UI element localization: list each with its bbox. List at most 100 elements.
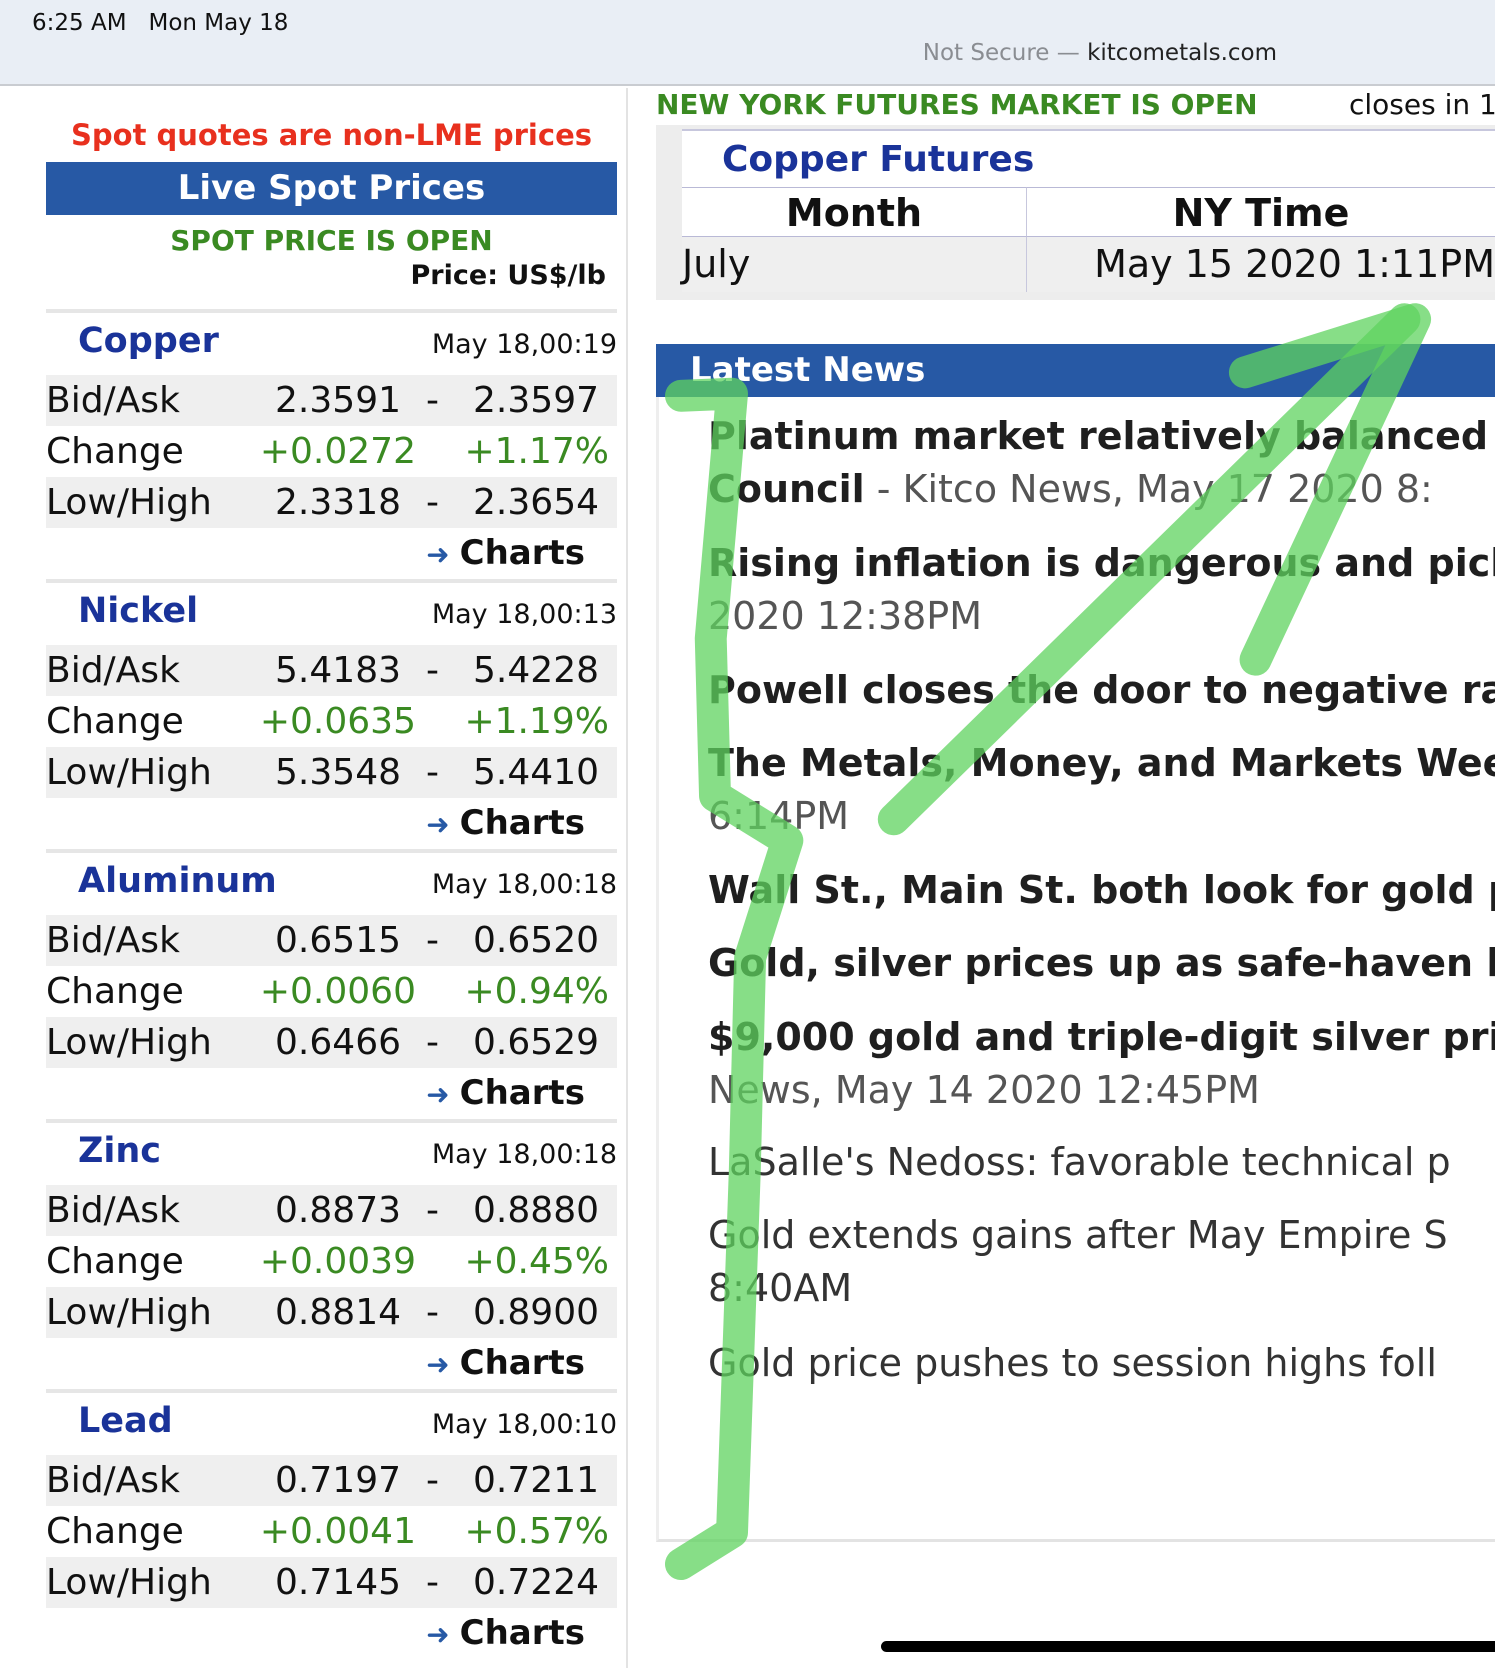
price-unit: Price: US$/lb: [410, 260, 606, 291]
charts-link[interactable]: ➜ Charts: [426, 1613, 585, 1653]
address-bar[interactable]: Not Secure — kitcometals.com: [923, 40, 1277, 66]
news-item[interactable]: The Metals, Money, and Markets Wee 6:14PM: [708, 737, 1495, 843]
separator: -: [426, 1022, 439, 1063]
futures-table: Copper Futures Month NY Time July May 15…: [682, 129, 1495, 292]
separator: -: [426, 1562, 439, 1603]
metal-name[interactable]: Lead: [78, 1401, 173, 1441]
charts-link[interactable]: ➜ Charts: [426, 803, 585, 843]
latest-news-header: Latest News: [656, 344, 1495, 397]
low-value: 5.3548: [275, 752, 401, 793]
news-item[interactable]: Gold extends gains after May Empire S 8:4…: [708, 1209, 1495, 1315]
metal-name[interactable]: Zinc: [78, 1131, 162, 1171]
high-value: 5.4410: [473, 752, 599, 793]
news-title: $9,000 gold and triple-digit silver pri: [708, 1015, 1495, 1059]
news-source: 8:40AM: [708, 1266, 853, 1310]
low-high-row: Low/High 2.3318-2.3654: [46, 477, 617, 528]
col-ny-time: NY Time: [1026, 187, 1495, 237]
row-label: Change: [46, 431, 184, 472]
news-source: 6:14PM: [708, 794, 850, 838]
metal-timestamp: May 18,00:19: [431, 329, 617, 360]
news-item[interactable]: $9,000 gold and triple-digit silver pri N…: [708, 1011, 1495, 1117]
bid-ask-row: Bid/Ask 0.8873-0.8880: [46, 1185, 617, 1236]
charts-link[interactable]: ➜ Charts: [426, 1073, 585, 1113]
news-item[interactable]: Gold, silver prices up as safe-haven b: [708, 937, 1495, 990]
futures-title[interactable]: Copper Futures: [722, 139, 1035, 180]
charts-link[interactable]: ➜ Charts: [426, 1343, 585, 1383]
news-item[interactable]: Wall St., Main St. both look for gold p: [708, 864, 1495, 917]
news-title: Platinum market relatively balanced: [708, 414, 1489, 458]
change-value: +0.0041: [259, 1511, 416, 1552]
row-label: Change: [46, 701, 184, 742]
date: Mon May 18: [148, 10, 289, 36]
row-label: Low/High: [46, 482, 212, 523]
change-value: +0.0060: [259, 971, 416, 1012]
lme-notice: Spot quotes are non-LME prices: [71, 118, 592, 152]
news-title: Rising inflation is dangerous and pick: [708, 541, 1495, 585]
metal-block-copper: Copper May 18,00:19 Bid/Ask 2.3591-2.3597…: [46, 309, 617, 579]
metal-block-aluminum: Aluminum May 18,00:18 Bid/Ask 0.6515-0.65…: [46, 849, 617, 1119]
row-label: Bid/Ask: [46, 1460, 180, 1501]
row-label: Change: [46, 971, 184, 1012]
bid-value: 2.3591: [275, 380, 401, 421]
news-title: The Metals, Money, and Markets Wee: [708, 741, 1495, 785]
low-high-row: Low/High 0.7145-0.7224: [46, 1557, 617, 1608]
low-value: 2.3318: [275, 482, 401, 523]
metal-block-lead: Lead May 18,00:10 Bid/Ask 0.7197-0.7211 C…: [46, 1389, 617, 1659]
row-label: Low/High: [46, 1022, 212, 1063]
low-high-row: Low/High 0.6466-0.6529: [46, 1017, 617, 1068]
low-value: 0.6466: [275, 1022, 401, 1063]
separator: -: [426, 752, 439, 793]
bid-ask-row: Bid/Ask 0.7197-0.7211: [46, 1455, 617, 1506]
change-row: Change +0.0060 +0.94%: [46, 966, 617, 1017]
high-value: 2.3654: [473, 482, 599, 523]
spot-status: SPOT PRICE IS OPEN: [170, 224, 493, 257]
spot-prices-panel: Spot quotes are non-LME prices Live Spot…: [0, 88, 628, 1668]
change-row: Change +0.0041 +0.57%: [46, 1506, 617, 1557]
change-value: +0.0272: [259, 431, 416, 472]
change-percent: +1.19%: [464, 701, 609, 742]
low-value: 0.7145: [275, 1562, 401, 1603]
copper-futures-box: Copper Futures Month NY Time July May 15…: [656, 125, 1495, 300]
high-value: 0.8900: [473, 1292, 599, 1333]
metal-name[interactable]: Nickel: [78, 591, 199, 631]
ask-value: 0.7211: [473, 1460, 599, 1501]
news-item[interactable]: Platinum market relatively balanced Counc…: [708, 410, 1495, 516]
arrow-right-icon: ➜: [426, 808, 450, 841]
charts-link[interactable]: ➜ Charts: [426, 533, 585, 573]
ask-value: 5.4228: [473, 650, 599, 691]
futures-month: July: [682, 237, 1026, 292]
separator: -: [426, 1460, 439, 1501]
news-source: News, May 14 2020 12:45PM: [708, 1068, 1260, 1112]
metal-block-nickel: Nickel May 18,00:13 Bid/Ask 5.4183-5.4228…: [46, 579, 617, 849]
news-title: Wall St., Main St. both look for gold p: [708, 868, 1495, 912]
row-label: Change: [46, 1511, 184, 1552]
market-close-countdown: closes in 1: [1349, 88, 1495, 121]
separator: -: [426, 1190, 439, 1231]
row-label: Bid/Ask: [46, 380, 180, 421]
news-title: Council: [708, 467, 865, 511]
home-indicator[interactable]: [881, 1641, 1495, 1652]
bid-value: 5.4183: [275, 650, 401, 691]
charts-label: Charts: [459, 533, 585, 573]
high-value: 0.7224: [473, 1562, 599, 1603]
arrow-right-icon: ➜: [426, 1078, 450, 1111]
change-row: Change +0.0039 +0.45%: [46, 1236, 617, 1287]
metal-timestamp: May 18,00:10: [431, 1409, 617, 1440]
change-percent: +0.45%: [464, 1241, 609, 1282]
metal-name[interactable]: Aluminum: [78, 861, 277, 901]
news-item[interactable]: Gold price pushes to session highs foll: [708, 1341, 1437, 1385]
news-item[interactable]: LaSalle's Nedoss: favorable technical p: [708, 1140, 1451, 1184]
bid-value: 0.8873: [275, 1190, 401, 1231]
metal-name[interactable]: Copper: [78, 321, 219, 361]
bid-ask-row: Bid/Ask 0.6515-0.6520: [46, 915, 617, 966]
change-row: Change +0.0272 +1.17%: [46, 426, 617, 477]
news-item[interactable]: Rising inflation is dangerous and pick 20…: [708, 537, 1495, 643]
bid-ask-row: Bid/Ask 5.4183-5.4228: [46, 645, 617, 696]
status-bar: 6:25 AM Mon May 18 Not Secure — kitcomet…: [0, 0, 1495, 86]
status-time: 6:25 AM Mon May 18: [32, 10, 288, 36]
news-title: Gold extends gains after May Empire S: [708, 1213, 1448, 1257]
news-list: Platinum market relatively balanced Counc…: [656, 397, 1495, 1542]
news-item[interactable]: Powell closes the door to negative ra: [708, 664, 1495, 717]
separator: -: [426, 920, 439, 961]
col-month: Month: [682, 187, 1026, 237]
